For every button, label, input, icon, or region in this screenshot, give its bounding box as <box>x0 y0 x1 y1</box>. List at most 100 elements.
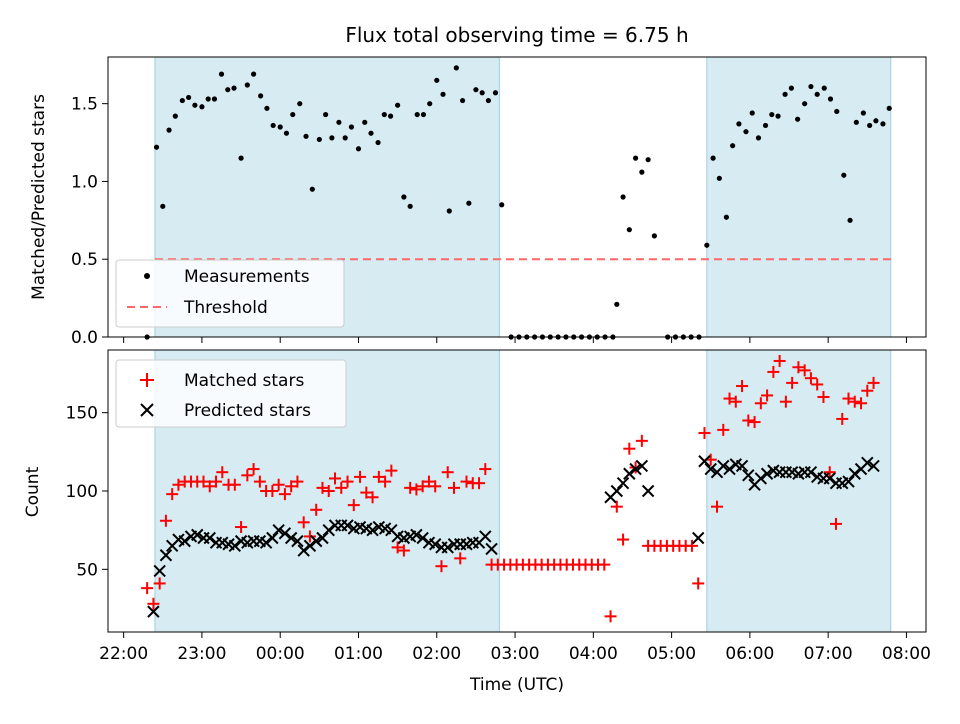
bottom-ytick-label: 150 <box>66 404 98 424</box>
matched-star-point <box>391 541 404 554</box>
matched-star-point <box>253 475 266 488</box>
matched-star-point <box>166 488 179 501</box>
matched-star-point <box>228 478 241 491</box>
measurement-point <box>290 111 296 118</box>
matched-star-point <box>454 552 467 565</box>
measurement-point <box>834 108 840 115</box>
matched-star-point <box>172 478 185 491</box>
matched-star-point <box>842 392 855 405</box>
matched-star-point <box>692 577 705 590</box>
measurement-point <box>172 113 178 119</box>
matched-star-point <box>773 354 786 367</box>
matched-star-point <box>429 480 442 493</box>
measurement-point <box>395 102 401 108</box>
matched-star-point <box>736 380 749 393</box>
measurement-point <box>716 175 722 181</box>
matched-star-point <box>435 560 448 573</box>
measurement-point <box>218 71 225 77</box>
legend-predicted-marker <box>140 403 154 417</box>
bottom-y-ticks: 50 100 150 <box>66 404 108 580</box>
measurement-point <box>755 135 762 141</box>
predicted-star-point <box>322 523 335 537</box>
measurement-point <box>466 200 472 206</box>
top-axes-frame <box>107 56 927 338</box>
measurement-point <box>277 124 283 130</box>
matched-star-point <box>235 521 248 534</box>
matched-star-point <box>598 558 611 571</box>
chart-title: Flux total observing time = 6.75 h <box>345 23 688 47</box>
measurement-point <box>323 111 329 118</box>
top-panel: 0.0 0.5 1.0 1.5 Matched/Predicted stars Mea… <box>29 56 927 348</box>
matched-star-point <box>297 516 310 529</box>
measurement-point <box>645 157 651 163</box>
measurement-point <box>873 118 879 124</box>
measurement-point <box>762 122 769 129</box>
measurement-point <box>238 155 244 161</box>
bottom-shaded-span-1 <box>706 350 891 632</box>
measurement-point <box>841 172 847 178</box>
matched-star-point <box>141 582 154 595</box>
predicted-star-point <box>441 541 454 554</box>
predicted-star-point <box>742 469 755 482</box>
xtick-label: 05:00 <box>647 644 696 664</box>
matched-star-point <box>285 480 298 493</box>
measurement-point <box>485 97 492 104</box>
predicted-star-point <box>266 531 279 545</box>
matched-star-point <box>354 470 367 483</box>
matched-star-point <box>623 442 636 455</box>
measurement-point <box>407 203 413 209</box>
predicted-star-point <box>410 528 423 542</box>
bottom-ytick-label: 50 <box>76 560 98 580</box>
measurement-point <box>231 85 237 91</box>
predicted-star-point <box>610 484 624 498</box>
legend-matched-label: Matched stars <box>184 371 304 391</box>
xtick-label: 02:00 <box>412 644 461 664</box>
predicted-star-point <box>303 539 317 553</box>
measurement-point <box>211 96 218 102</box>
top-y-ticks: 0.0 0.5 1.0 1.5 <box>71 95 108 348</box>
measurement-point <box>283 130 290 136</box>
measurement-point <box>264 105 270 111</box>
measurement-point <box>821 85 827 91</box>
matched-star-point <box>272 478 285 491</box>
measurement-point <box>440 91 446 97</box>
matched-star-point <box>341 475 354 488</box>
measurement-point <box>342 135 348 141</box>
matched-star-point <box>266 485 279 497</box>
measurement-point <box>166 127 172 133</box>
predicted-star-point <box>641 484 655 498</box>
measurement-point <box>192 102 198 108</box>
matched-star-point <box>473 477 486 490</box>
measurement-point <box>867 122 873 129</box>
measurement-point <box>453 65 459 71</box>
predicted-star-point <box>310 534 323 548</box>
matched-star-point <box>210 475 223 488</box>
measurement-point <box>297 101 303 107</box>
measurement-point <box>427 101 433 107</box>
predicted-star-point <box>723 462 736 476</box>
matched-star-point <box>316 481 329 494</box>
predicted-star-point <box>366 523 379 537</box>
matched-star-point <box>322 485 335 497</box>
measurement-point <box>788 85 794 91</box>
measurement-point <box>459 97 466 104</box>
matched-star-point <box>848 395 861 408</box>
measurement-point <box>348 124 355 130</box>
matched-star-point <box>241 469 254 482</box>
xtick-label: 07:00 <box>804 644 853 664</box>
predicted-star-point <box>278 527 292 540</box>
matched-star-point <box>385 464 398 477</box>
matched-star-point <box>404 481 417 494</box>
top-y-axis-label: Matched/Predicted stars <box>29 94 49 300</box>
predicted-star-point <box>147 605 160 618</box>
bottom-panel: 50 100 150 22:00 23:00 00:00 01:00 02:00 03:00 0… <box>23 349 931 695</box>
matched-star-point <box>347 499 360 512</box>
legend-matched-marker <box>140 373 154 387</box>
measurement-point <box>853 119 859 125</box>
xtick-label: 08:00 <box>882 644 931 664</box>
measurement-point <box>270 122 276 129</box>
measurement-point <box>303 133 309 139</box>
matched-stars-points <box>141 354 880 623</box>
measurement-point <box>179 97 185 104</box>
measurement-point <box>632 155 639 161</box>
